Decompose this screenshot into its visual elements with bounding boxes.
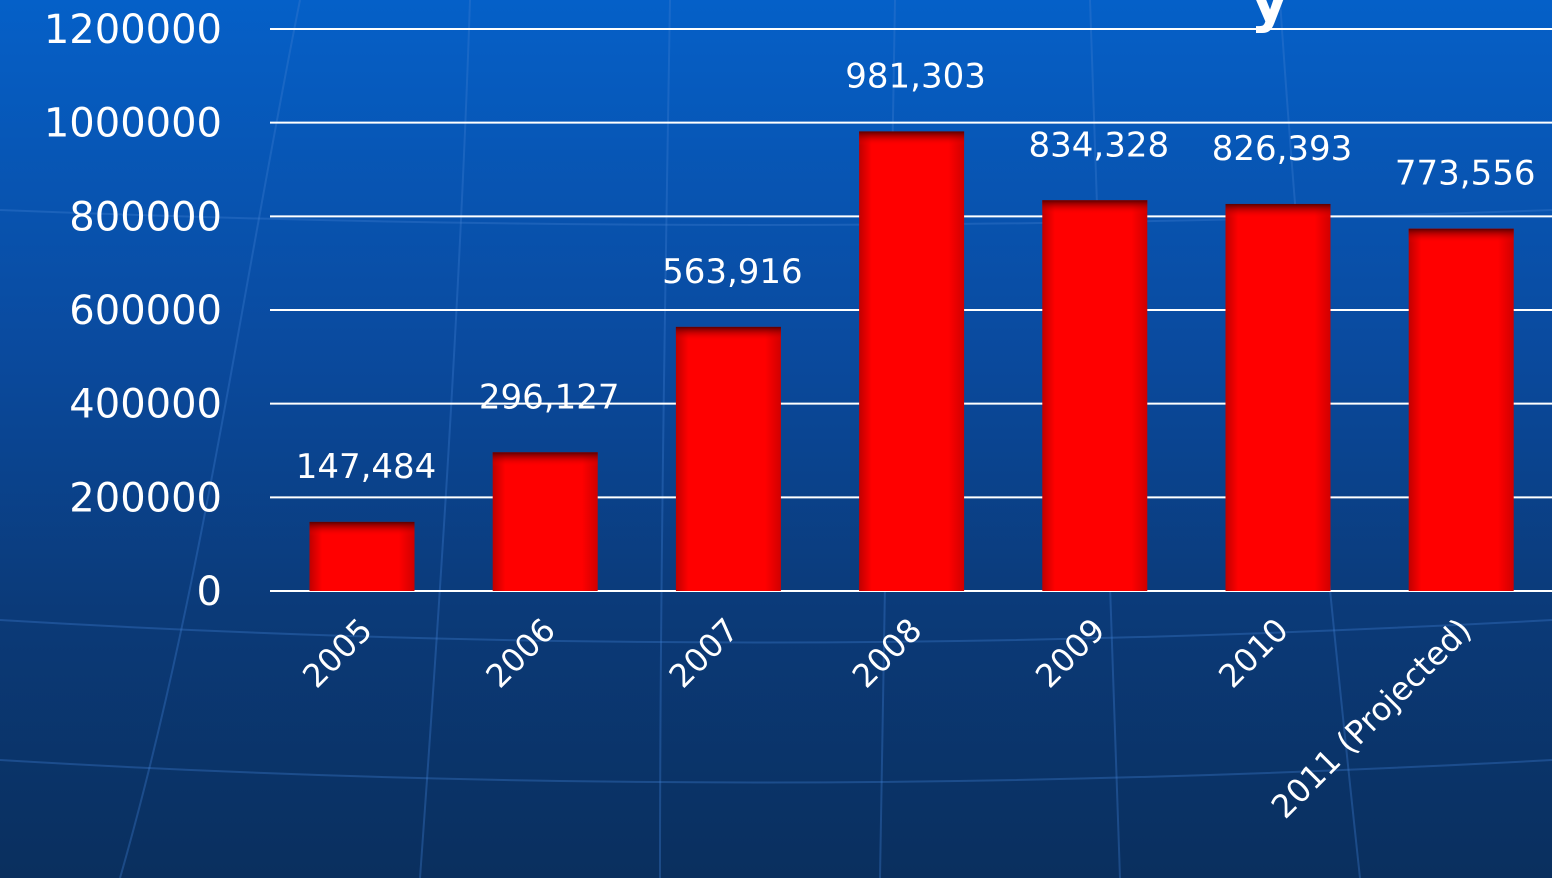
bar-2009 xyxy=(1042,200,1148,591)
bar-body xyxy=(675,326,781,591)
category-label-2005: 2005 xyxy=(295,611,379,695)
bar-top-shade xyxy=(675,326,781,341)
bars xyxy=(309,131,1514,592)
data-label-2007: 563,916 xyxy=(662,252,803,292)
data-label-2006: 296,127 xyxy=(479,377,620,417)
bar-body xyxy=(1225,203,1331,592)
bar-2010 xyxy=(1225,203,1331,592)
y-tick-label: 600000 xyxy=(69,288,222,334)
y-tick-label: 0 xyxy=(197,569,222,615)
bar-body xyxy=(492,452,598,591)
y-tick-label: 1000000 xyxy=(44,101,222,147)
category-label-2011 (Projected): 2011 (Projected) xyxy=(1264,611,1479,826)
data-label-2009: 834,328 xyxy=(1028,125,1169,165)
category-label-2007: 2007 xyxy=(662,611,746,695)
bar-2008 xyxy=(859,131,965,591)
data-label-2005: 147,484 xyxy=(296,447,437,487)
y-tick-label: 200000 xyxy=(69,475,222,521)
data-label-2008: 981,303 xyxy=(845,56,986,96)
bar-body xyxy=(1408,228,1514,591)
bar-top-shade xyxy=(309,521,415,536)
y-tick-label: 1200000 xyxy=(44,7,222,53)
bar-body xyxy=(1042,200,1148,591)
y-tick-label: 800000 xyxy=(69,194,222,240)
bar-top-shade xyxy=(859,131,965,146)
bar-top-shade xyxy=(1408,228,1514,243)
bar-2011 (Projected) xyxy=(1408,228,1514,591)
data-label-2011 (Projected): 773,556 xyxy=(1395,154,1536,194)
y-axis-ticks: 0 200000 400000 600000 800000 1000000 1200000 xyxy=(44,7,222,615)
y-tick-label: 400000 xyxy=(69,382,222,428)
category-label-2010: 2010 xyxy=(1211,611,1295,695)
data-labels: 147,484 296,127 563,916 981,303 834,328 826,3… xyxy=(296,56,1536,487)
category-label-2008: 2008 xyxy=(845,611,929,695)
data-label-2010: 826,393 xyxy=(1212,129,1353,169)
bar-top-shade xyxy=(492,452,598,467)
bar-top-shade xyxy=(1225,203,1331,218)
bar-2006 xyxy=(492,452,598,591)
bar-2007 xyxy=(675,326,781,591)
category-label-2009: 2009 xyxy=(1028,611,1112,695)
bar-2005 xyxy=(309,521,415,591)
category-label-2006: 2006 xyxy=(478,611,562,695)
bar-body xyxy=(859,131,965,591)
bar-top-shade xyxy=(1042,200,1148,215)
